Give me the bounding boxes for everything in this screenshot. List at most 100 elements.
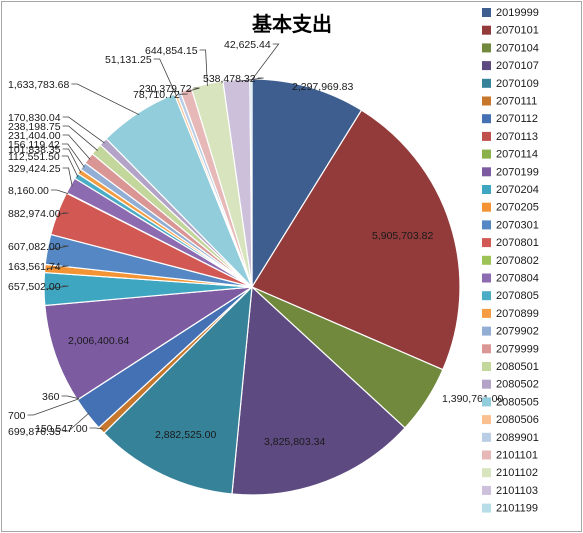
legend-swatch-2080501: [482, 362, 491, 371]
legend-swatch-2070802: [482, 255, 491, 265]
legend-item-2079902: 2079902: [496, 326, 539, 338]
pie-slices: [43, 78, 461, 496]
data-label-2070107: 3,825,803.34: [264, 436, 325, 448]
legend-swatch-2070111: [482, 96, 491, 106]
data-label-2089901: 78,710.72: [133, 89, 180, 101]
leader-line-2070801: [59, 212, 69, 215]
leader-line-2080501: [62, 125, 98, 151]
legend-item-2070801: 2070801: [496, 237, 539, 249]
leader-line-2079999: [62, 134, 91, 160]
legend-swatch-2070204: [482, 185, 491, 194]
legend-item-2070101: 2070101: [496, 25, 539, 37]
legend-item-2070204: 2070204: [496, 184, 539, 196]
legend-item-2070301: 2070301: [496, 219, 539, 231]
legend-item-2070114: 2070114: [496, 149, 538, 161]
legend-item-2070805: 2070805: [496, 290, 539, 302]
legend-item-2070802: 2070802: [496, 255, 539, 267]
legend-swatch-2070899: [482, 308, 491, 318]
chart-title: 基本支出: [252, 12, 332, 36]
legend-item-2070111: 2070111: [496, 96, 537, 108]
data-label-2070104: 1,390,761.00: [442, 393, 503, 405]
legend-swatch-2080505: [482, 397, 491, 407]
legend-swatch-2070104: [482, 43, 491, 53]
legend-swatch-2070113: [482, 131, 491, 141]
leader-line-2101101: [186, 87, 200, 93]
leader-line-2070802: [50, 189, 69, 195]
data-label-2070114: 360: [42, 391, 60, 403]
data-label-2070113: 700: [8, 410, 26, 422]
leader-line-2070805: [61, 155, 79, 178]
legend-item-2070104: 2070104: [496, 42, 539, 54]
legend-item-2070112: 2070112: [496, 113, 538, 125]
leader-line-2070113: [27, 398, 80, 416]
legend-item-2070107: 2070107: [496, 60, 539, 72]
legend-item-2089901: 2089901: [496, 432, 539, 444]
legend-swatch-2070301: [482, 220, 491, 230]
legend-swatch-2070107: [482, 61, 491, 71]
leader-line-2070899: [62, 148, 82, 173]
legend-item-2070804: 2070804: [496, 273, 539, 285]
leader-line-2079902: [61, 143, 85, 168]
legend-item-2080505: 2080505: [496, 396, 539, 408]
pie-slice-2070101: [251, 109, 461, 371]
legend-item-2019999: 2019999: [496, 7, 539, 19]
leader-line-2080506: [153, 58, 177, 96]
leader-line-2070111: [89, 427, 103, 430]
legend-item-2101101: 2101101: [496, 450, 538, 462]
data-label-2070199: 2,006,400.64: [68, 335, 129, 347]
legend-swatch-2101101: [482, 450, 491, 460]
legend-swatch-2070109: [482, 78, 491, 88]
leader-line-2070205: [46, 265, 69, 269]
legend-item-2070205: 2070205: [496, 202, 539, 214]
data-label-2070801: 882,974.00: [8, 208, 61, 220]
leader-line-2101103: [236, 77, 264, 82]
legend-swatch-2080502: [482, 379, 491, 389]
legend-item-2101102: 2101102: [496, 467, 538, 479]
data-label-2070205: 163,561.74: [8, 261, 61, 273]
data-label-2070301: 607,082.00: [8, 241, 61, 253]
legend-item-2070899: 2070899: [496, 308, 539, 320]
legend-item-2080501: 2080501: [496, 361, 539, 373]
legend-item-2070199: 2070199: [496, 166, 539, 178]
data-labels: 2,297,969.83 5,905,703.82 1,390,761.00 3,82…: [8, 39, 503, 448]
legend-swatch-2070804: [482, 273, 491, 283]
pie-slice-2070109: [103, 285, 253, 495]
legend-item-2079999: 2079999: [496, 343, 539, 355]
data-label-2070204: 657,502.00: [8, 281, 61, 293]
legend-swatch-2101199: [482, 503, 491, 513]
legend-swatch-2070114: [482, 149, 491, 159]
data-label-2070899: 101,838.35: [8, 144, 61, 156]
legend-swatch-2070205: [482, 202, 491, 212]
leader-line-2070204: [45, 285, 69, 290]
legend-item-2070113: 2070113: [496, 131, 538, 143]
legend-swatch-2070801: [482, 238, 491, 248]
data-label-2070805: 112,551.50: [8, 151, 60, 163]
data-label-2101199: 42,625.44: [224, 39, 271, 51]
leader-line-2070301: [49, 245, 69, 251]
legend-swatch-2070101: [482, 25, 491, 35]
legend-item-2070109: 2070109: [496, 78, 539, 90]
data-label-2070112: 699,876.35: [8, 426, 61, 438]
leader-line-2080505: [71, 83, 140, 116]
data-label-2080505: 1,633,783.68: [8, 79, 69, 91]
leader-line-2070804: [62, 167, 73, 187]
legend-swatch-2079999: [482, 344, 491, 354]
data-label-2079902: 156,119.42: [8, 139, 60, 151]
legend-item-2080506: 2080506: [496, 414, 539, 426]
legend-swatch-2070805: [482, 291, 491, 301]
legend-item-2080502: 2080502: [496, 379, 539, 391]
data-label-2070111: 150,547.00: [35, 423, 88, 435]
legend-swatch-2079902: [482, 326, 491, 336]
legend-swatch-2080506: [482, 415, 491, 425]
data-label-2019999: 2,297,969.83: [292, 81, 353, 93]
data-label-2070804: 329,424.25: [8, 163, 61, 175]
data-label-2080502: 170,830.04: [8, 112, 61, 124]
legend-swatch-2089901: [482, 432, 491, 442]
legend-swatch-2019999: [482, 8, 491, 17]
pie-slice-2070107: [231, 285, 406, 496]
data-label-2070101: 5,905,703.82: [372, 230, 433, 242]
data-label-2070109: 2,882,525.00: [155, 429, 216, 441]
legend-item-2101103: 2101103: [496, 485, 538, 497]
